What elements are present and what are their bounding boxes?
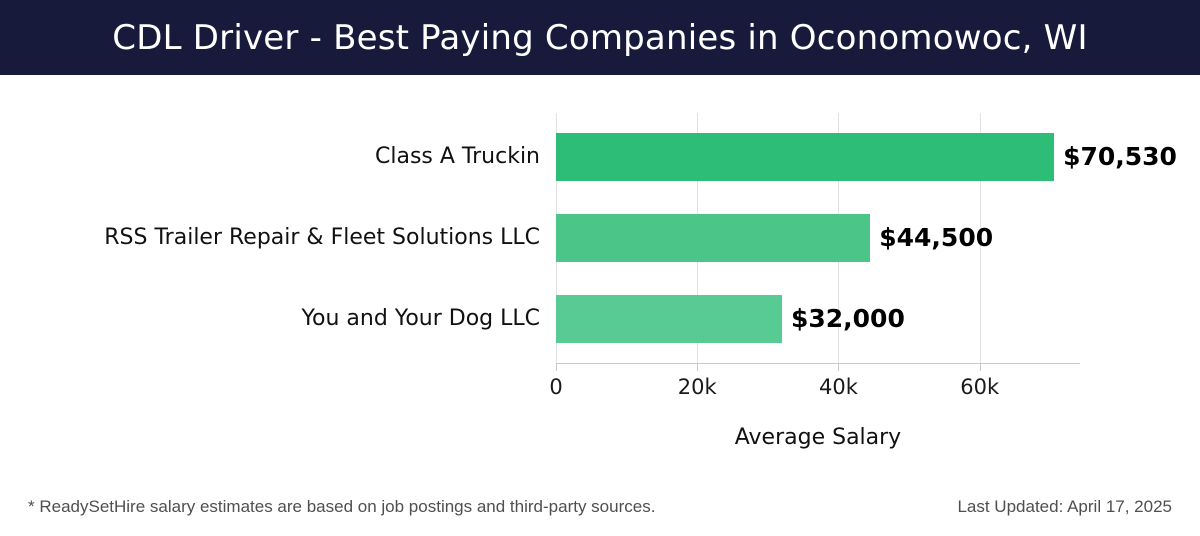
x-axis-line bbox=[556, 363, 1080, 364]
bar bbox=[556, 214, 871, 262]
bar-value-label: $32,000 bbox=[790, 304, 905, 333]
footer-disclaimer: * ReadySetHire salary estimates are base… bbox=[28, 497, 656, 516]
plot-area: 0 20k 40k 60k Class A Truckin $70,530 RSS Trai… bbox=[104, 113, 1177, 399]
x-tick-label-60k: 60k bbox=[960, 375, 1000, 399]
x-tick-label-20k: 20k bbox=[677, 375, 717, 399]
page-title: CDL Driver - Best Paying Companies in Oc… bbox=[112, 17, 1088, 58]
bar-category-label: You and Your Dog LLC bbox=[301, 306, 541, 331]
gridline-60k bbox=[979, 113, 981, 363]
bar bbox=[556, 133, 1055, 181]
bar-value-label: $70,530 bbox=[1063, 142, 1177, 171]
bar bbox=[556, 295, 782, 343]
x-tick-mark-20k bbox=[697, 363, 699, 371]
bar-value-label: $44,500 bbox=[879, 223, 994, 252]
bar-chart: 0 20k 40k 60k Class A Truckin $70,530 RSS Trai… bbox=[0, 75, 1200, 475]
bar-category-label: Class A Truckin bbox=[375, 144, 540, 169]
footer-last-updated: Last Updated: April 17, 2025 bbox=[957, 497, 1172, 516]
bar-row: Class A Truckin $70,530 bbox=[375, 133, 1177, 181]
x-tick-mark-0 bbox=[556, 363, 557, 371]
x-tick-mark-40k bbox=[838, 363, 840, 371]
bar-row: RSS Trailer Repair & Fleet Solutions LLC… bbox=[104, 214, 1080, 262]
header-bar: CDL Driver - Best Paying Companies in Oc… bbox=[0, 0, 1200, 75]
bar-row: You and Your Dog LLC $32,000 bbox=[302, 295, 1080, 343]
x-tick-label-40k: 40k bbox=[819, 375, 858, 399]
footer: * ReadySetHire salary estimates are base… bbox=[0, 475, 1200, 536]
x-tick-label-0: 0 bbox=[549, 375, 563, 399]
x-axis-title: Average Salary bbox=[734, 425, 902, 450]
x-tick-mark-60k bbox=[979, 363, 981, 371]
bar-category-label: RSS Trailer Repair & Fleet Solutions LLC bbox=[104, 225, 540, 250]
